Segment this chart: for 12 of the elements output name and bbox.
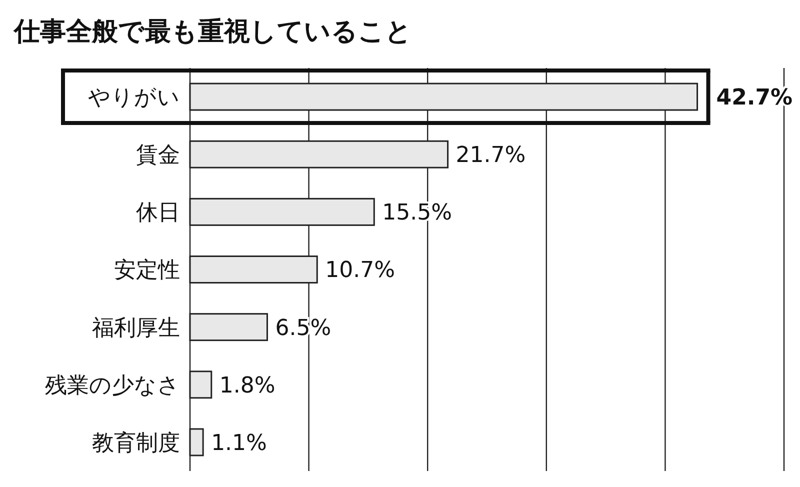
y-tick-label: 安定性 <box>114 258 180 284</box>
y-tick-label: 休日 <box>136 200 180 226</box>
y-tick-label: 福利厚生 <box>92 316 180 341</box>
data-label: 21.7% <box>456 143 526 168</box>
data-label: 10.7% <box>325 258 396 284</box>
y-tick-label: やりがい <box>88 85 180 110</box>
y-tick-label: 残業の少なさ <box>45 373 180 398</box>
data-label: 1.1% <box>211 430 267 456</box>
chart-title: 仕事全般で最も重視していること <box>13 17 412 47</box>
data-label: 1.8% <box>219 373 276 398</box>
y-tick-label: 賃金 <box>136 143 180 168</box>
y-tick-label: 教育制度 <box>92 430 180 456</box>
